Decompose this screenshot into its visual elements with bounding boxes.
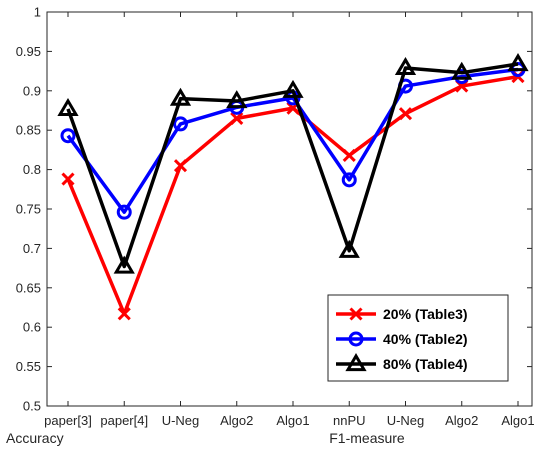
group-label-f1-measure: F1-measure bbox=[329, 430, 405, 446]
y-tick-label: 0.75 bbox=[16, 202, 41, 217]
x-tick-label: U-Neg bbox=[387, 413, 425, 428]
data-point bbox=[507, 53, 529, 72]
y-tick-label: 0.8 bbox=[23, 162, 41, 177]
data-point bbox=[282, 79, 304, 98]
data-point bbox=[338, 239, 360, 258]
data-point bbox=[116, 204, 132, 220]
series-line bbox=[66, 62, 519, 269]
data-point bbox=[394, 56, 417, 76]
legend: 20% (Table3) 40% (Table2) 80% (Table4) bbox=[327, 294, 509, 382]
legend-entry: 40% (Table2) bbox=[336, 331, 468, 347]
x-tick-label: Algo1 bbox=[501, 413, 534, 428]
legend-entry: 20% (Table3) bbox=[336, 306, 468, 322]
y-tick-label: 0.9 bbox=[23, 83, 41, 98]
data-point bbox=[113, 255, 135, 274]
data-point bbox=[342, 148, 356, 162]
x-tick-label: Algo2 bbox=[220, 413, 253, 428]
x-tick-label: U-Neg bbox=[162, 413, 200, 428]
data-point bbox=[57, 97, 79, 117]
plot-frame bbox=[46, 11, 533, 407]
data-point bbox=[61, 172, 75, 186]
x-tick-label: nnPU bbox=[333, 413, 366, 428]
y-tick-label: 0.95 bbox=[16, 44, 41, 59]
data-point bbox=[169, 87, 192, 106]
axis-layer: 0.5 0.55 0.6 0.65 0.7 0.75 0.8 0.85 0.9 0.95 1 pape… bbox=[6, 5, 535, 447]
legend-marker bbox=[348, 331, 364, 347]
y-tick-label: 1 bbox=[34, 5, 41, 20]
y-tick-label: 0.85 bbox=[16, 123, 41, 138]
data-point bbox=[451, 61, 473, 80]
data-point bbox=[230, 111, 244, 125]
y-tick-label: 0.55 bbox=[16, 359, 41, 374]
series-layer bbox=[57, 53, 529, 321]
legend-label: 20% (Table3) bbox=[383, 306, 468, 322]
series-2 bbox=[57, 53, 529, 274]
legend-label: 80% (Table4) bbox=[383, 356, 468, 372]
x-tick-label: paper[4] bbox=[100, 413, 148, 428]
data-point bbox=[398, 107, 413, 121]
y-tick-label: 0.7 bbox=[23, 241, 41, 256]
data-point bbox=[226, 90, 248, 109]
legend-marker bbox=[345, 353, 367, 372]
x-tick-label: paper[3] bbox=[44, 413, 92, 428]
data-point bbox=[60, 128, 76, 144]
x-tick-label: Algo1 bbox=[276, 413, 309, 428]
data-point bbox=[173, 116, 188, 132]
x-tick-label: Algo2 bbox=[445, 413, 478, 428]
legend-label: 40% (Table2) bbox=[383, 331, 468, 347]
legend-entry: 80% (Table4) bbox=[336, 353, 468, 372]
data-point bbox=[117, 307, 131, 321]
y-tick-label: 0.6 bbox=[23, 320, 41, 335]
legend-marker bbox=[349, 307, 363, 321]
y-tick-label: 0.5 bbox=[23, 399, 41, 414]
data-point bbox=[341, 172, 357, 188]
group-label-accuracy: Accuracy bbox=[6, 430, 64, 446]
data-point bbox=[173, 159, 188, 173]
y-tick-label: 0.65 bbox=[16, 280, 41, 295]
